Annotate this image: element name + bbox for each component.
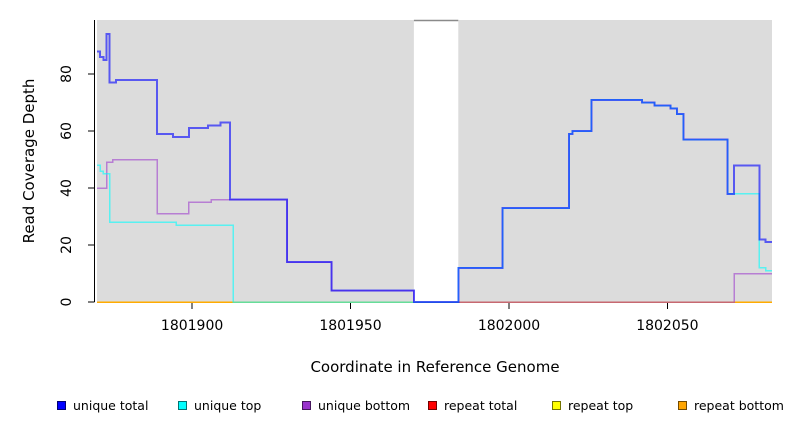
panel-background (458, 20, 772, 302)
y-axis-title: Read Coverage Depth (20, 78, 38, 244)
x-tick-label: 1802000 (477, 318, 541, 334)
legend-item: unique top (178, 398, 261, 413)
y-tick-label: 80 (59, 65, 75, 84)
x-tick-label: 1801900 (160, 318, 224, 334)
legend-label: unique bottom (318, 398, 411, 413)
legend-label: repeat total (444, 398, 518, 413)
x-tick-label: 1802050 (636, 318, 699, 334)
legend-marker-icon (678, 401, 687, 410)
series-unique-total (97, 33, 772, 303)
legend-item: repeat top (552, 398, 633, 413)
y-tick-label: 0 (59, 297, 75, 307)
legend-marker-icon (178, 401, 187, 410)
legend-marker-icon (552, 401, 561, 410)
legend-label: repeat top (568, 398, 634, 413)
legend-label: unique total (73, 398, 149, 413)
panel-background (97, 20, 414, 302)
legend-marker-icon (428, 401, 437, 410)
legend-marker-icon (302, 401, 311, 410)
legend-item: repeat total (428, 398, 517, 413)
legend-marker-icon (57, 401, 66, 410)
legend-label: repeat bottom (694, 398, 784, 413)
y-tick-label: 60 (59, 122, 75, 141)
y-tick-label: 20 (59, 236, 75, 254)
legend-item: repeat bottom (678, 398, 784, 413)
y-tick-label: 40 (59, 179, 75, 198)
legend-label: unique top (194, 398, 262, 413)
legend-item: unique total (57, 398, 148, 413)
x-axis-title: Coordinate in Reference Genome (310, 358, 560, 376)
x-tick-label: 1801950 (319, 318, 382, 334)
legend-item: unique bottom (302, 398, 410, 413)
